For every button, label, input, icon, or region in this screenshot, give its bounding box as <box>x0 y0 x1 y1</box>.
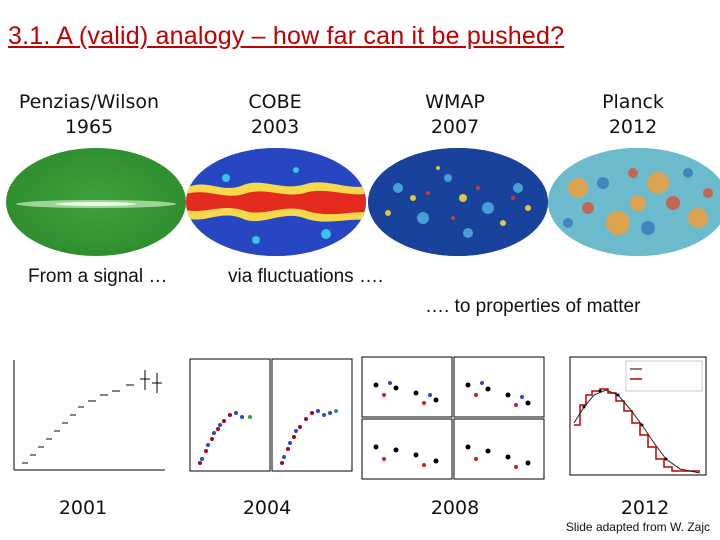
cobe-map-image <box>186 148 366 256</box>
planck-map-image <box>548 148 720 256</box>
slide-title: 3.1. A (valid) analogy – how far can it … <box>8 22 565 50</box>
wmap-map-image <box>368 148 548 256</box>
plot-year-2012: 2012 <box>620 497 670 519</box>
map-year-wmap: 2007 <box>430 116 480 138</box>
caption-fluctuations: via fluctuations …. <box>228 266 384 287</box>
map-label-cobe: COBE 2003 <box>190 90 360 140</box>
plot-2008-image <box>356 355 546 485</box>
penzias-wilson-map-image <box>6 148 186 256</box>
slide-credit: Slide adapted from W. Zajc <box>565 520 710 534</box>
map-label-wmap: WMAP 2007 <box>370 90 540 140</box>
plot-year-2008: 2008 <box>430 497 480 519</box>
map-name-wmap: WMAP <box>425 91 485 113</box>
plot-year-2004: 2004 <box>242 497 292 519</box>
plot-2012-image <box>560 355 710 485</box>
map-name-penzias: Penzias/Wilson <box>18 91 160 113</box>
plot-year-2001: 2001 <box>58 497 108 519</box>
map-name-planck: Planck <box>602 91 664 113</box>
plot-2004-image <box>178 355 356 485</box>
caption-signal: From a signal … <box>28 266 168 287</box>
map-label-penzias: Penzias/Wilson 1965 <box>4 90 174 140</box>
plot-2001-image <box>0 355 170 485</box>
map-year-planck: 2012 <box>608 116 658 138</box>
caption-properties: …. to properties of matter <box>425 296 641 317</box>
map-year-penzias: 1965 <box>64 116 114 138</box>
map-name-cobe: COBE <box>248 91 302 113</box>
map-year-cobe: 2003 <box>250 116 300 138</box>
map-label-planck: Planck 2012 <box>548 90 718 140</box>
